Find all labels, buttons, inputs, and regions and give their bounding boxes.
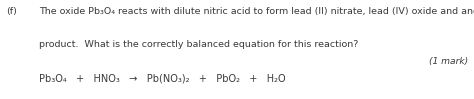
Text: (1 mark): (1 mark) (428, 57, 468, 66)
Text: product.  What is the correctly balanced equation for this reaction?: product. What is the correctly balanced … (39, 40, 358, 49)
Text: The oxide Pb₃O₄ reacts with dilute nitric acid to form lead (II) nitrate, lead (: The oxide Pb₃O₄ reacts with dilute nitri… (39, 7, 474, 16)
Text: Pb₃O₄   +   HNO₃   →   Pb(NO₃)₂   +   PbO₂   +   H₂O: Pb₃O₄ + HNO₃ → Pb(NO₃)₂ + PbO₂ + H₂O (39, 73, 285, 83)
Text: (f): (f) (6, 7, 17, 16)
